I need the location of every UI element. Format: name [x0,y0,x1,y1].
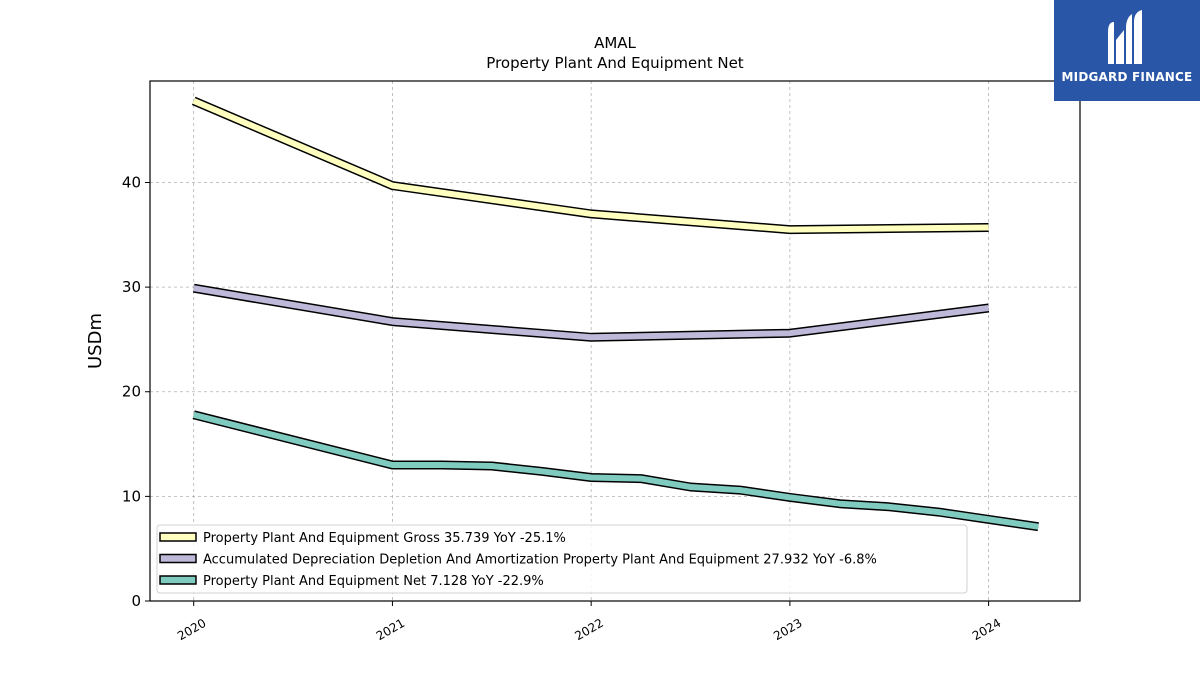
y-tick-label: 10 [122,487,141,505]
x-tick-label: 2022 [572,616,605,643]
plot-frame [149,80,1081,602]
x-tick-label: 2021 [374,616,407,643]
x-tick-label: 2020 [175,616,208,643]
series-layer [191,96,1039,532]
logo-mark-icon [1108,10,1142,64]
series-line [192,411,1039,530]
y-tick-label: 0 [131,592,141,610]
legend-label: Accumulated Depreciation Depletion And A… [203,553,877,568]
legend-swatch [159,532,197,542]
chart-title: AMAL [594,34,636,52]
x-tick-label: 2023 [771,616,804,643]
y-axis-label: USDm [85,313,106,369]
series-line [193,285,989,341]
legend-label: Property Plant And Equipment Gross 35.73… [203,531,566,546]
y-tick-label: 20 [122,383,141,401]
legend-box [156,524,968,594]
legend-swatch [159,553,197,564]
logo-text: MIDGARD FINANCE [1061,70,1193,84]
legend: Property Plant And Equipment Gross 35.73… [156,524,968,594]
y-tick-label: 40 [122,173,141,191]
legend-label: Property Plant And Equipment Net 7.128 Y… [203,574,544,589]
chart-subtitle: Property Plant And Equipment Net [486,54,743,72]
y-tick-label: 30 [122,278,141,296]
legend-swatch [159,575,197,585]
x-tick-label: 2024 [970,616,1003,643]
series-line [192,98,989,233]
grid [150,81,1080,601]
midgard-finance-logo: MIDGARD FINANCE [1054,0,1200,101]
